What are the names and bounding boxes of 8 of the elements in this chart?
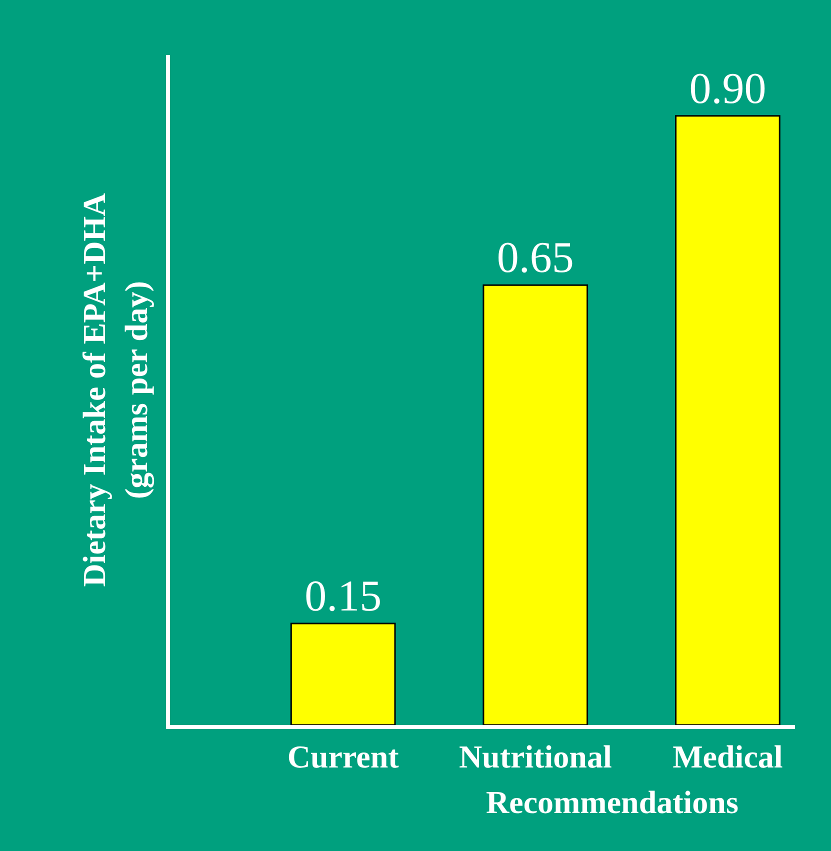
data-label: 0.65 [496,233,574,282]
text: Recommendations [486,784,738,820]
data-label: 0.15 [304,571,382,620]
data-label: 0.90 [689,64,766,113]
y-axis-title: Dietary Intake of EPA+DHA (grams per day) [76,193,155,587]
x-tick-label: Medical [672,738,783,774]
x-tick-label: Nutritional [458,738,612,774]
x-tick-label: Current [287,738,400,774]
